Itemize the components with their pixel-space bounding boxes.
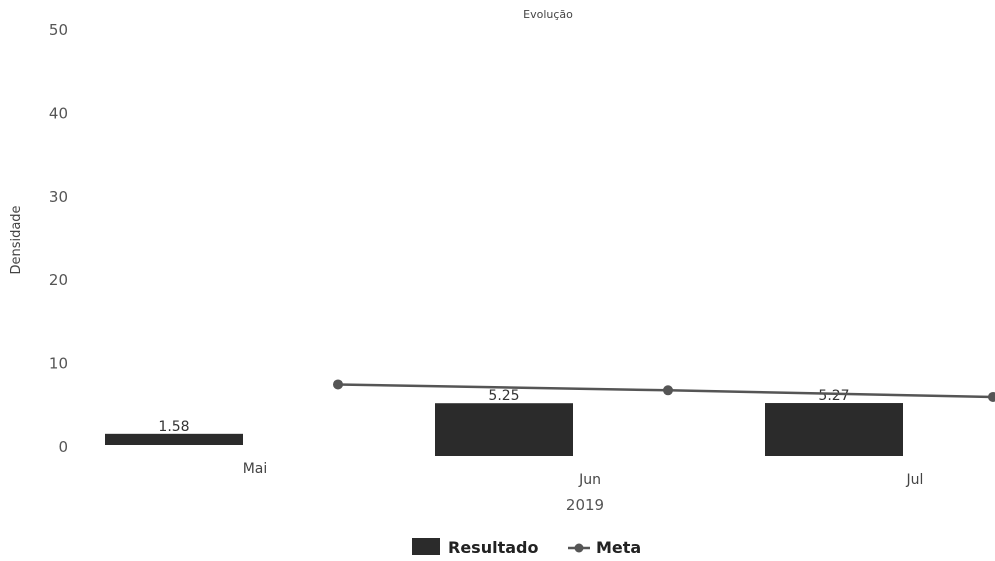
legend-swatch-resultado: [412, 538, 440, 555]
y-tick-label: 50: [49, 21, 68, 39]
y-tick-label: 30: [49, 188, 68, 206]
legend-label-meta: Meta: [596, 538, 641, 557]
legend-label-resultado: Resultado: [448, 538, 538, 557]
x-axis-category-labels: Mai Jun Jul: [243, 461, 924, 488]
bar-data-label: 1.58: [158, 419, 189, 435]
meta-point: [988, 391, 995, 402]
bar-data-label: 5.25: [488, 388, 519, 404]
meta-point: [333, 379, 343, 390]
bar: [765, 403, 903, 456]
bar: [435, 403, 573, 456]
line-series-meta: [333, 379, 995, 402]
y-tick-label: 20: [49, 271, 68, 289]
bar-data-label: 5.27: [818, 388, 849, 404]
x-category-label: Mai: [243, 461, 268, 477]
y-tick-label: 0: [58, 438, 68, 456]
bar-series-resultado: 1.58 5.25 5.27: [105, 388, 903, 456]
y-axis-label: Densidade: [9, 205, 24, 274]
x-category-label: Jun: [578, 472, 601, 488]
meta-point: [663, 385, 673, 396]
y-tick-label: 10: [49, 355, 68, 373]
x-category-label: Jul: [906, 472, 924, 488]
chart-title: Evolução: [523, 8, 573, 21]
legend-marker-meta: [574, 543, 584, 553]
bar: [105, 433, 243, 445]
y-tick-label: 40: [49, 104, 68, 122]
legend[interactable]: Resultado Meta: [412, 538, 641, 557]
y-axis-ticks: 0 10 20 30 40 50: [49, 21, 68, 456]
x-axis-label: 2019: [566, 496, 604, 514]
